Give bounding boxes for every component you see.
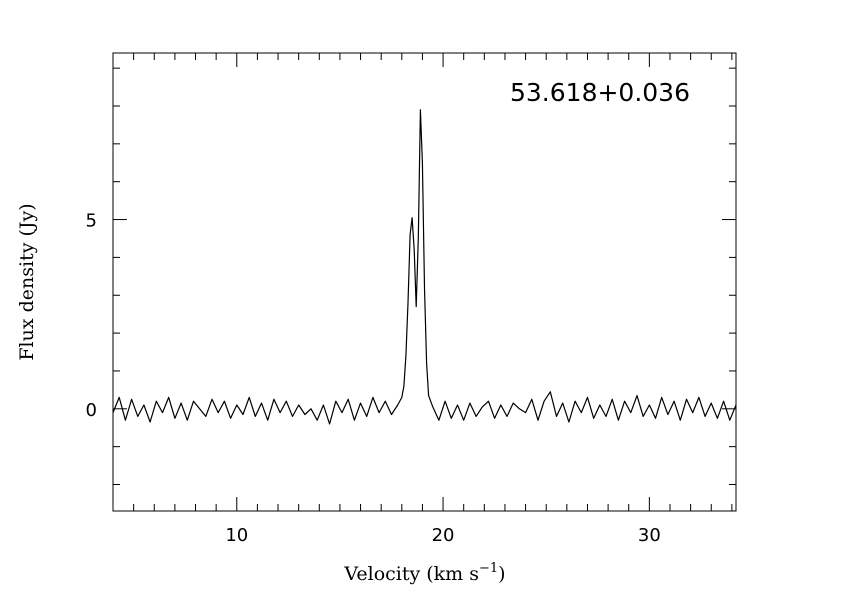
plot-frame [112, 52, 737, 512]
chart-title: 53.618+0.036 [510, 78, 690, 107]
y-tick-label: 5 [86, 211, 97, 232]
x-axis-label: Velocity (km s−1) [343, 561, 505, 585]
y-tick-label: 0 [86, 400, 97, 421]
tick-labels: 10 20 30 0 5 [86, 211, 661, 546]
y-axis-label: Flux density (Jy) [16, 203, 38, 360]
x-tick-label: 30 [638, 525, 661, 546]
x-tick-label: 10 [225, 525, 248, 546]
spectrum-line [112, 109, 737, 425]
axis-ticks [112, 53, 736, 511]
x-tick-label: 20 [432, 525, 455, 546]
